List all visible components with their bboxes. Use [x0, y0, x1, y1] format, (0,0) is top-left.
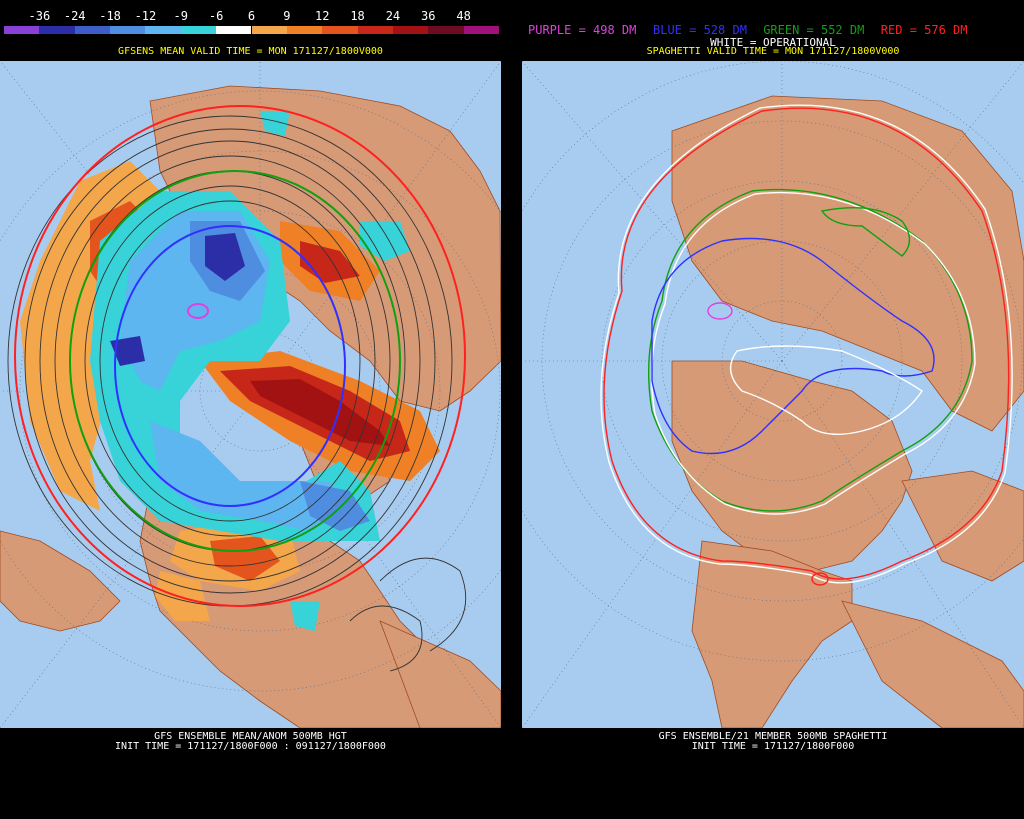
- colorbar-swatch: [286, 26, 323, 34]
- colorbar-swatch: [463, 26, 499, 34]
- colorbar-swatch: [251, 26, 287, 34]
- colorbar-swatch: [4, 26, 40, 34]
- colorbar-swatch: [428, 26, 464, 34]
- colorbar-label: 24: [385, 9, 401, 23]
- left-valid-time: GFSENS MEAN VALID TIME = MON 171127/1800…: [118, 46, 383, 57]
- colorbar-label: 12: [314, 9, 330, 23]
- graticule: [522, 61, 1024, 728]
- legend-operational: WHITE = OPERATIONAL: [710, 36, 836, 49]
- colorbar-swatch: [39, 26, 75, 34]
- colorbar-label: -9: [173, 9, 189, 23]
- legend-item: RED = 576 DM: [880, 23, 968, 37]
- colorbar-label: -6: [208, 9, 224, 23]
- spaghetti-panel: PURPLE = 498 DM BLUE = 528 DM GREEN = 552 …: [522, 0, 1024, 819]
- colorbar-swatch: [392, 26, 429, 34]
- colorbar-label: -24: [63, 9, 86, 23]
- colorbar-swatch: [145, 26, 181, 34]
- left-footer-line2: INIT TIME = 171127/1800F000 : 091127/180…: [115, 741, 386, 752]
- colorbar-swatch: [322, 26, 358, 34]
- spaghetti-contours: [600, 104, 1013, 586]
- colorbar-swatch: [216, 26, 252, 34]
- colorbar-label: 48: [456, 9, 471, 23]
- colorbar-swatch: [357, 26, 393, 34]
- right-footer-line1: GFS ENSEMBLE/21 MEMBER 500MB SPAGHETTI: [658, 731, 888, 742]
- colorbar-label: -36: [28, 9, 51, 23]
- right-valid-time: SPAGHETTI VALID TIME = MON 171127/1800V0…: [646, 46, 900, 57]
- ensemble-mean-panel: -36 -24 -18 -12 -9 -6 6 9 12 18 24 36 48 GFSENS MEAN…: [0, 0, 501, 819]
- colorbar-label: 36: [421, 9, 436, 23]
- left-footer-line1: GFS ENSEMBLE MEAN/ANOM 500MB HGT: [154, 731, 347, 742]
- panel-divider: [501, 0, 522, 819]
- colorbar-label: 18: [350, 9, 365, 23]
- colorbar-label: -12: [134, 9, 157, 23]
- ensemble-mean-anomaly-map: [0, 61, 501, 728]
- colorbar-swatch: [74, 26, 111, 34]
- colorbar-swatch: [110, 26, 146, 34]
- legend-item: PURPLE = 498 DM: [528, 23, 637, 37]
- spaghetti-map: [522, 61, 1024, 728]
- colorbar-label: 9: [283, 9, 291, 23]
- legend-item: GREEN = 552 DM: [763, 23, 865, 37]
- right-footer-line2: INIT TIME = 171127/1800F000: [691, 741, 855, 752]
- key-contours: [14, 105, 466, 607]
- colorbar-label: 6: [247, 9, 256, 23]
- legend-item: BLUE = 528 DM: [653, 23, 747, 37]
- colorbar-label: -18: [99, 9, 121, 23]
- colorbar-swatch: [180, 26, 217, 34]
